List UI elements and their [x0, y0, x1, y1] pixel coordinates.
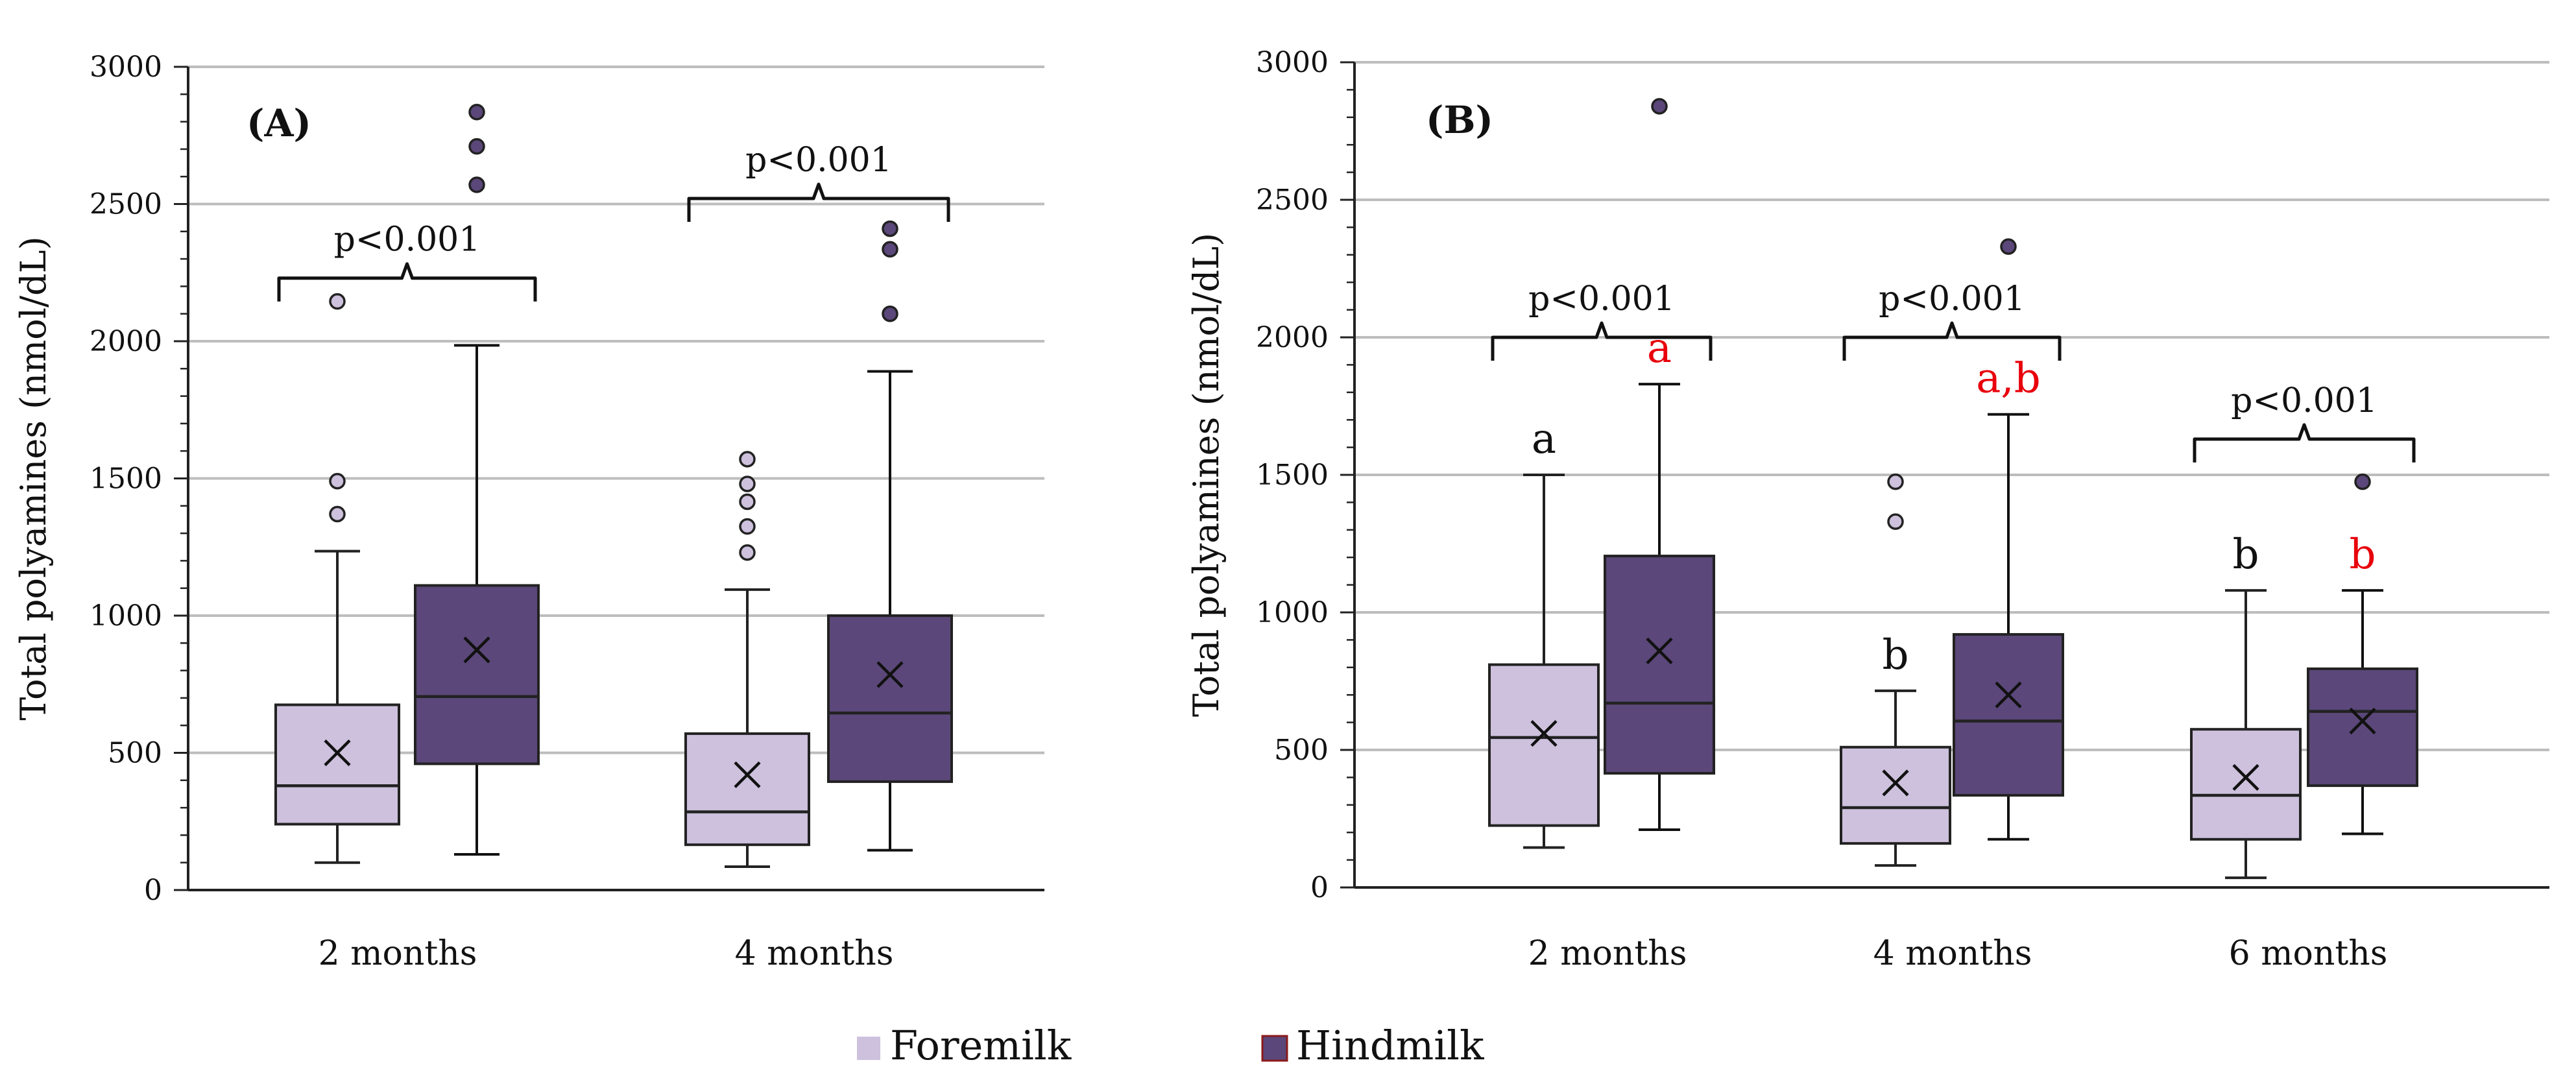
hindmilk-mean-marker — [1646, 637, 1673, 664]
y-axis-label: Total polyamines (nmol/dL) — [13, 236, 54, 720]
hindmilk-outlier-point — [882, 220, 898, 237]
hindmilk-significance-letter: a,b — [1976, 355, 2040, 403]
y-tick-label: 1500 — [90, 463, 162, 496]
p-value-label: p<0.001 — [334, 221, 481, 259]
y-tick-label: 0 — [144, 874, 162, 907]
legend-hindmilk-swatch — [1261, 1035, 1288, 1062]
p-value-bracket — [1491, 321, 1713, 361]
legend-hindmilk-label: Hindmilk — [1296, 1022, 1484, 1069]
hindmilk-significance-letter: b — [2350, 531, 2376, 579]
hindmilk-outlier-point — [882, 241, 898, 258]
foremilk-box — [2190, 728, 2302, 841]
y-tick-label: 1500 — [1256, 459, 1329, 492]
p-value-bracket — [277, 262, 537, 302]
hindmilk-outlier-point — [468, 104, 485, 121]
foremilk-mean-marker — [1530, 719, 1558, 747]
foremilk-outlier-point — [739, 493, 756, 511]
legend-foremilk-label: Foremilk — [890, 1022, 1072, 1069]
y-tick-label: 3000 — [1256, 46, 1329, 79]
x-category-label: 2 months — [1528, 934, 1687, 973]
foremilk-mean-marker — [324, 739, 351, 767]
foremilk-outlier-point — [739, 544, 756, 561]
x-category-label: 4 months — [1873, 934, 2032, 973]
hindmilk-outlier-point — [468, 138, 485, 155]
y-tick-label: 2500 — [1256, 184, 1329, 217]
hindmilk-box — [827, 614, 953, 783]
y-tick-label: 2000 — [1256, 321, 1329, 354]
legend-foremilk-swatch — [856, 1035, 882, 1061]
foremilk-significance-letter: b — [1883, 631, 1909, 679]
y-tick-label: 2000 — [90, 325, 162, 358]
p-value-label: p<0.001 — [2231, 381, 2377, 420]
foremilk-box — [1840, 745, 1951, 845]
foremilk-outlier-point — [1887, 473, 1904, 490]
foremilk-mean-marker — [2232, 764, 2259, 791]
hindmilk-outlier-point — [2000, 238, 2017, 255]
y-tick-label: 2500 — [90, 188, 162, 221]
foremilk-outlier-point — [1887, 513, 1904, 530]
foremilk-box — [274, 703, 400, 826]
hindmilk-mean-marker — [1995, 681, 2022, 708]
hindmilk-mean-marker — [2349, 707, 2376, 735]
hindmilk-box — [414, 584, 540, 765]
panel-label: (A) — [247, 101, 311, 145]
p-value-label: p<0.001 — [1879, 280, 2025, 319]
foremilk-outlier-point — [739, 451, 756, 468]
p-value-label: p<0.001 — [745, 141, 892, 180]
x-category-label: 6 months — [2229, 934, 2388, 973]
foremilk-outlier-point — [739, 518, 756, 535]
foremilk-outlier-point — [329, 472, 346, 490]
panel-label: (B) — [1426, 98, 1493, 142]
p-value-label: p<0.001 — [1528, 280, 1675, 319]
x-category-label: 2 months — [319, 934, 477, 973]
panel-a-chart: 0 500 1000 1500 2000 2500 3000 Total polyamines… — [13, 51, 1044, 973]
hindmilk-box — [2307, 667, 2418, 788]
y-tick-label: 500 — [108, 737, 162, 770]
panel-b-chart: 0 500 1000 1500 2000 2500 3000 Total polyamines… — [1186, 46, 2549, 973]
foremilk-mean-marker — [734, 761, 761, 788]
legend: Foremilk Hindmilk — [856, 1022, 1484, 1069]
y-tick-label: 0 — [1310, 871, 1329, 904]
foremilk-box — [1488, 663, 1600, 827]
x-category-label: 4 months — [735, 934, 894, 973]
foremilk-significance-letter: a — [1532, 415, 1556, 463]
hindmilk-outlier-point — [1651, 98, 1668, 115]
hindmilk-box — [1953, 632, 2064, 797]
hindmilk-box — [1604, 555, 1715, 775]
foremilk-outlier-point — [329, 505, 346, 523]
y-tick-label: 500 — [1274, 734, 1329, 767]
y-tick-label: 1000 — [1256, 596, 1329, 629]
hindmilk-outlier-point — [2354, 473, 2371, 490]
hindmilk-outlier-point — [882, 305, 898, 322]
foremilk-mean-marker — [1882, 769, 1909, 797]
p-value-bracket — [2193, 423, 2416, 463]
hindmilk-outlier-point — [468, 176, 485, 193]
y-tick-label: 3000 — [90, 51, 162, 84]
hindmilk-mean-marker — [463, 636, 490, 664]
foremilk-significance-letter: b — [2233, 531, 2259, 579]
foremilk-box — [684, 732, 810, 847]
y-tick-label: 1000 — [90, 599, 162, 632]
p-value-bracket — [687, 182, 950, 223]
y-axis-label: Total polyamines (nmol/dL) — [1186, 233, 1227, 717]
foremilk-outlier-point — [739, 476, 756, 492]
hindmilk-mean-marker — [876, 661, 904, 688]
hindmilk-significance-letter: a — [1647, 324, 1672, 372]
foremilk-outlier-point — [329, 293, 346, 310]
p-value-bracket — [1842, 321, 2062, 361]
